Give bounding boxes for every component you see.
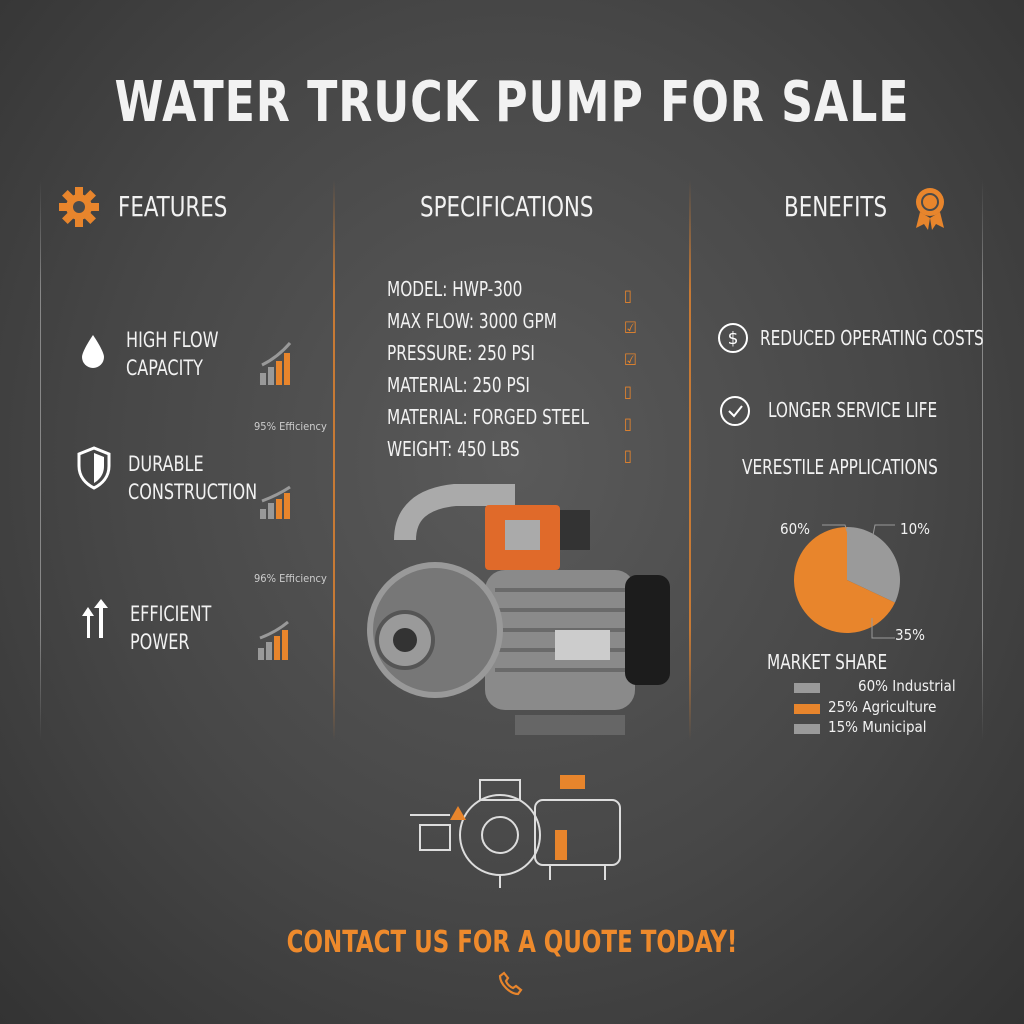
pump-diagram [410,775,621,888]
spec-list: MODEL: HWP-300 MAX FLOW: 3000 GPM PRESSU… [387,277,625,469]
edit-icon: ▯ [624,382,632,401]
leader-line [871,618,895,639]
check-icon: ☑ [624,350,637,369]
list-icon: ▯ [624,414,632,433]
slice-label: 10% [900,520,930,538]
spec-item: MAX FLOW: 3000 GPM [387,309,557,333]
svg-text:$: $ [728,329,739,349]
gear-icon [58,186,100,228]
slice-label: 35% [895,626,925,644]
legend-label: 15% Municipal [828,718,927,736]
leader-line [822,524,851,541]
weight-icon: ▯ [624,446,632,465]
feature-high-flow: HIGH FLOW CAPACITY [126,328,219,380]
arrows-up-icon [82,599,108,638]
pump-image [367,484,670,735]
divider [40,180,41,740]
benefit-costs: REDUCED OPERATING COSTS [760,326,984,350]
spec-item: WEIGHT: 450 LBS [387,437,520,461]
pie-slice-1 [794,527,895,633]
legend-swatch [794,704,820,714]
divider [333,180,335,740]
spec-item: MODEL: HWP-300 [387,277,523,301]
pie-slice-0 [847,527,900,603]
benefit-applications: VERESTILE APPLICATIONS [742,455,938,479]
spec-item: PRESSURE: 250 PSI [387,341,535,365]
award-icon [916,188,944,230]
slice-label: 60% [780,520,810,538]
leader-line [871,524,895,541]
efficiency-label: 95% Efficiency [254,420,327,433]
bar-chart-icon [260,485,291,519]
check-icon: ☑ [624,318,637,337]
water-drop-icon [82,335,104,368]
efficiency-label: 96% Efficiency [254,572,327,585]
cta-text[interactable]: CONTACT US FOR A QUOTE TODAY! [286,925,738,960]
dollar-icon: $ [718,323,748,353]
specifications-heading: SPECIFICATIONS [420,190,594,223]
divider [689,180,691,740]
benefit-service-life: LONGER SERVICE LIFE [768,398,938,422]
phone-icon[interactable] [498,970,524,996]
spec-item: MATERIAL: FORGED STEEL [387,405,589,429]
spec-icons: ▯ ☑ ☑ ▯ ▯ ▯ [624,280,637,472]
shield-icon [77,446,111,490]
bar-chart-icon [258,620,289,660]
legend-swatch [794,724,820,734]
legend-label: 60% Industrial [858,677,956,695]
spec-item: MATERIAL: 250 PSI [387,373,530,397]
divider [982,180,983,740]
bar-chart-icon [260,342,292,385]
features-heading: FEATURES [118,190,228,223]
benefits-heading: BENEFITS [784,190,888,223]
chart-title: MARKET SHARE [767,650,888,674]
feature-durable: DURABLE CONSTRUCTION [128,452,258,504]
pie-chart [794,524,900,639]
legend-swatch [794,683,820,693]
clipboard-icon: ▯ [624,286,632,305]
legend-label: 25% Agriculture [828,698,937,716]
clock-icon [720,396,750,426]
feature-efficient: EFFICIENT POWER [130,602,212,654]
page-title: WATER TRUCK PUMP FOR SALE [114,70,910,135]
